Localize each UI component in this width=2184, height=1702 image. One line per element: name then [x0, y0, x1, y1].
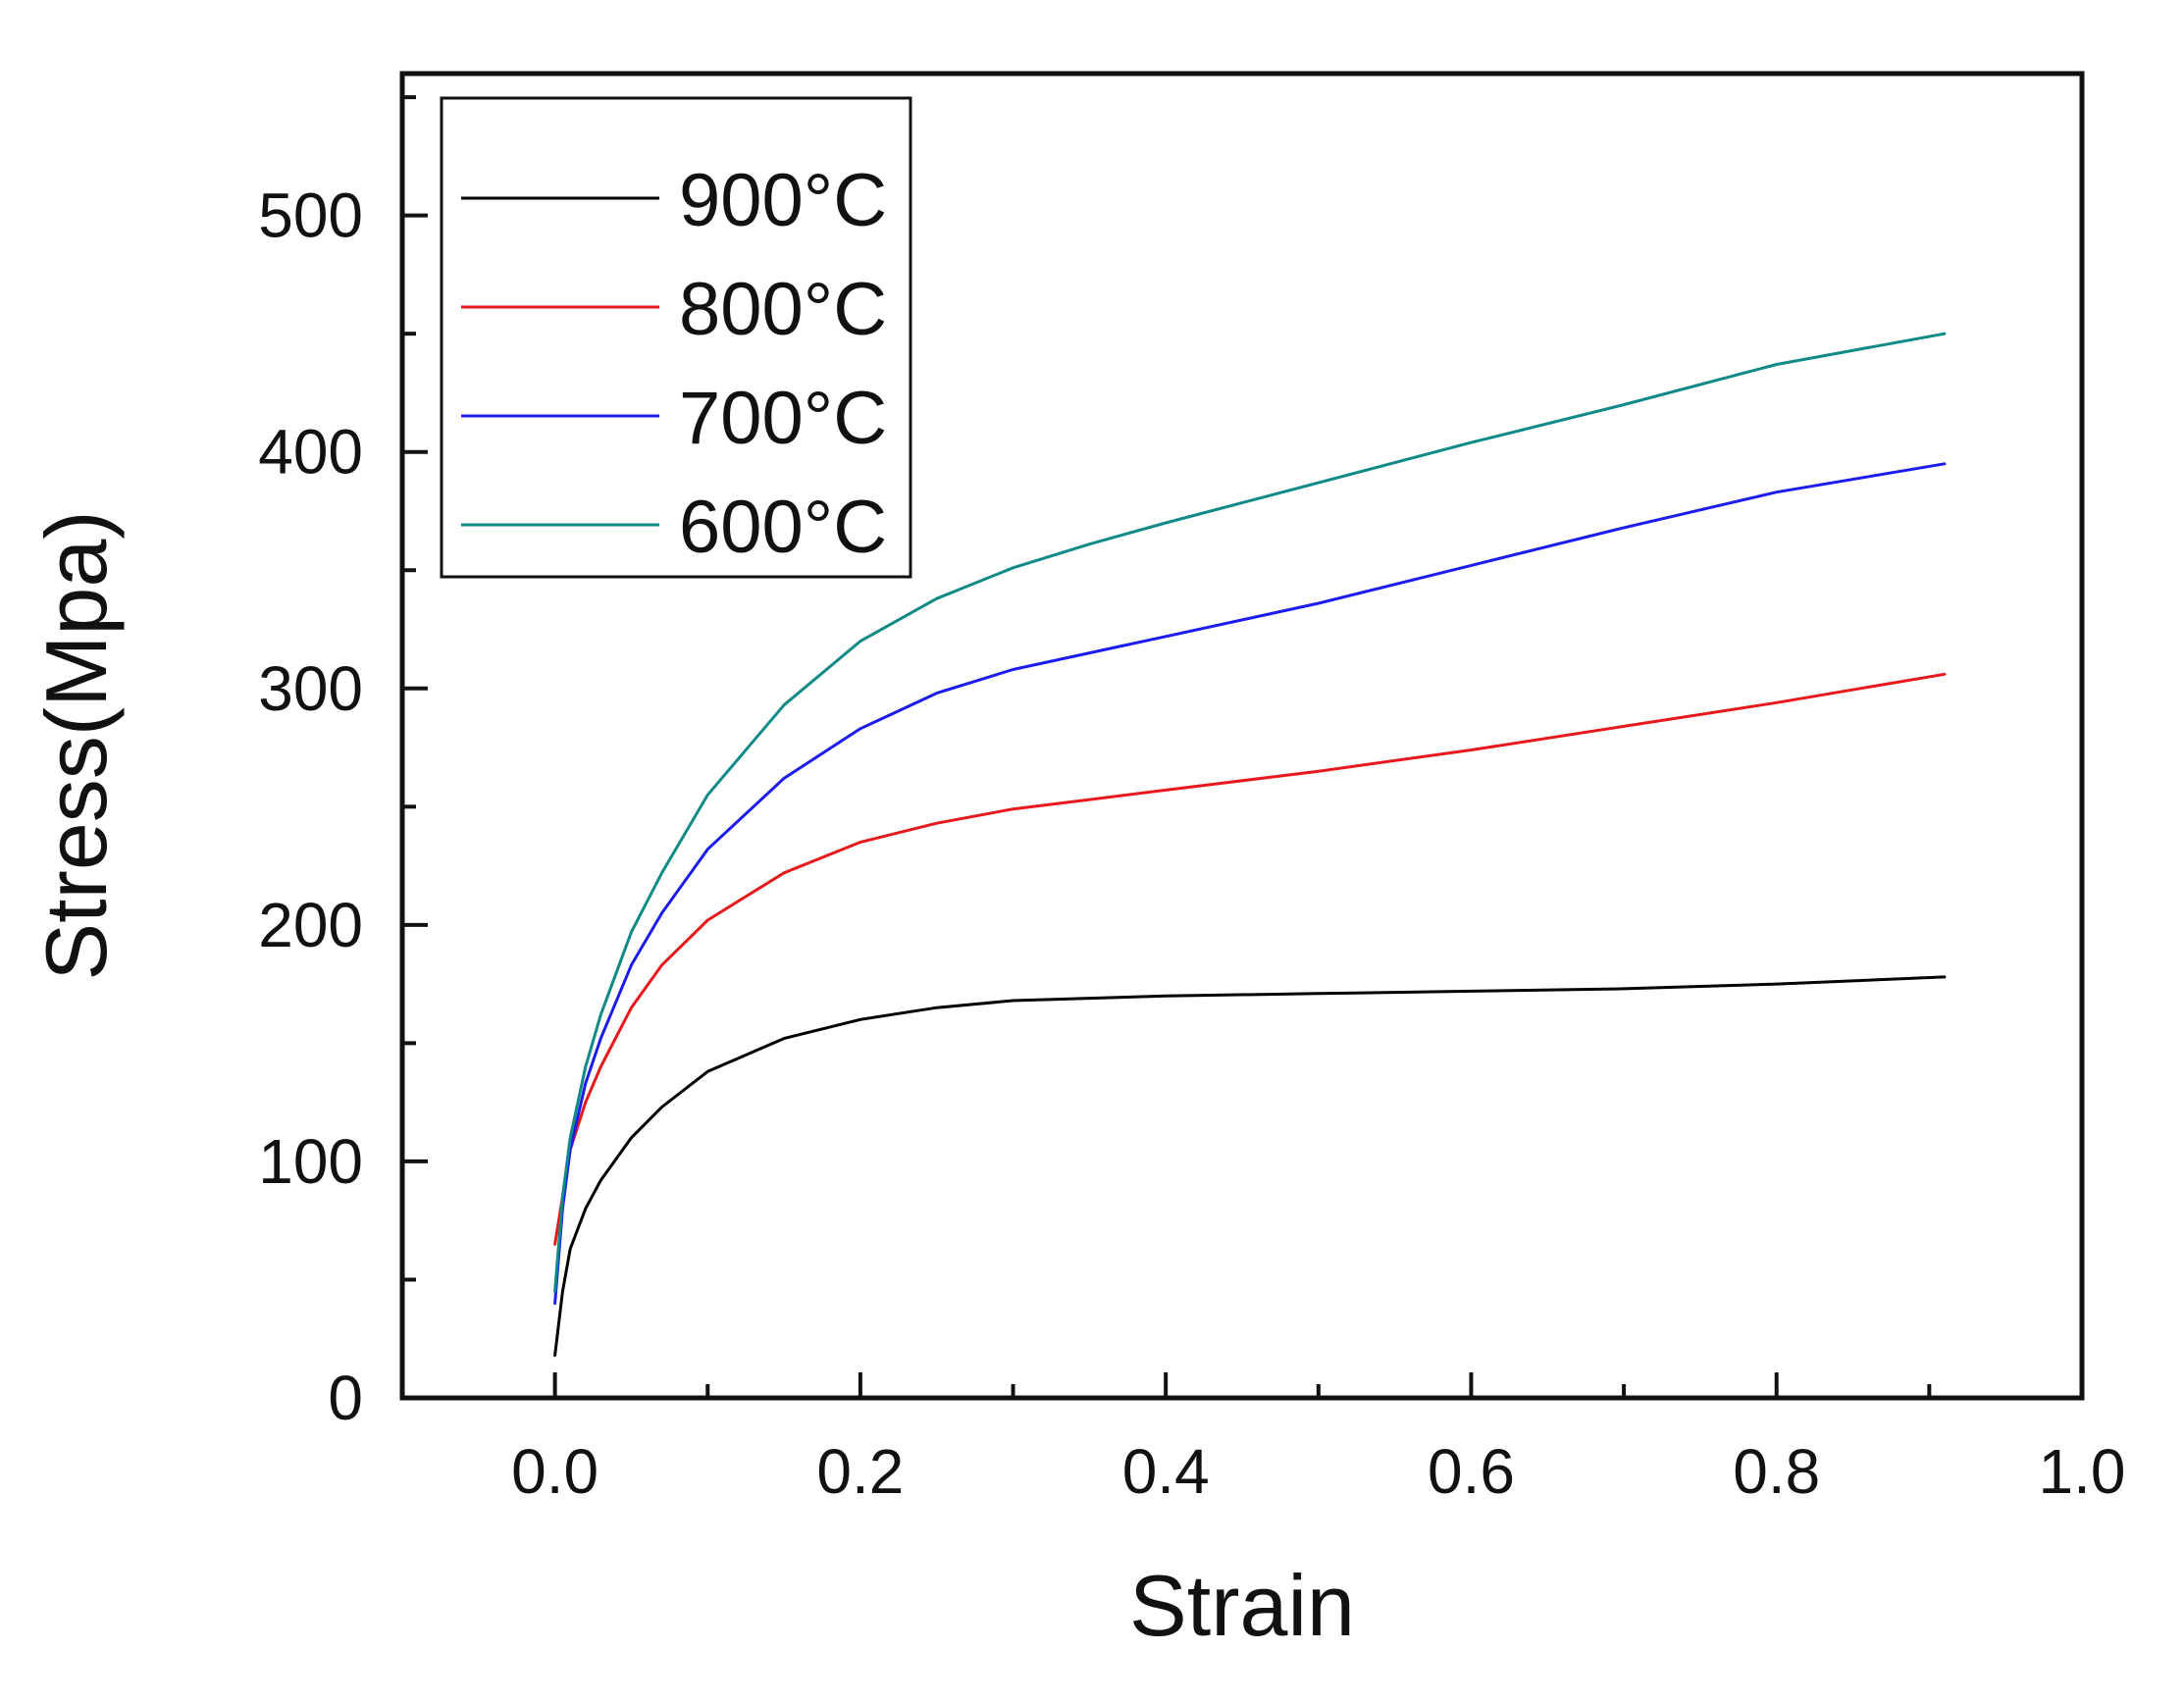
x-tick-label: 0.0: [511, 1436, 598, 1507]
legend-box: [440, 96, 912, 579]
x-tick-label: 0.8: [1733, 1436, 1820, 1507]
x-tick-label: 1.0: [2039, 1436, 2126, 1507]
y-axis-label: Stress(Mpa): [27, 510, 125, 980]
y-tick-label: 500: [258, 181, 363, 251]
plot-frame: [399, 71, 2085, 1401]
series-line-900: [553, 975, 1947, 1358]
series-line-600: [553, 332, 1947, 1293]
x-tick-label: 0.4: [1122, 1436, 1210, 1507]
x-tick-label: 0.6: [1428, 1436, 1515, 1507]
y-axis-tick-labels: 0 100 200 300 400 500: [258, 181, 363, 1433]
x-tick-label: 0.2: [816, 1436, 904, 1507]
series-line-800: [553, 672, 1947, 1246]
legend-label-700: 700°C: [679, 377, 887, 460]
series-line-700: [553, 462, 1947, 1306]
legend-label-600: 600°C: [679, 486, 887, 569]
y-tick-label: 300: [258, 653, 363, 724]
y-tick-label: 100: [258, 1126, 363, 1197]
y-axis-ticks: [402, 95, 428, 1400]
y-tick-label: 400: [258, 417, 363, 488]
x-axis-label: Strain: [1129, 1557, 1355, 1654]
y-tick-label: 0: [328, 1363, 363, 1433]
x-axis-tick-labels: 0.0 0.2 0.4 0.6 0.8 1.0: [511, 1436, 2125, 1507]
legend-label-900: 900°C: [679, 159, 887, 242]
x-axis-ticks: [400, 1372, 2084, 1398]
y-tick-label: 200: [258, 890, 363, 960]
series-layer: [553, 332, 1947, 1358]
legend: 900°C 800°C 700°C 600°C: [440, 96, 912, 579]
legend-label-800: 800°C: [679, 268, 887, 351]
